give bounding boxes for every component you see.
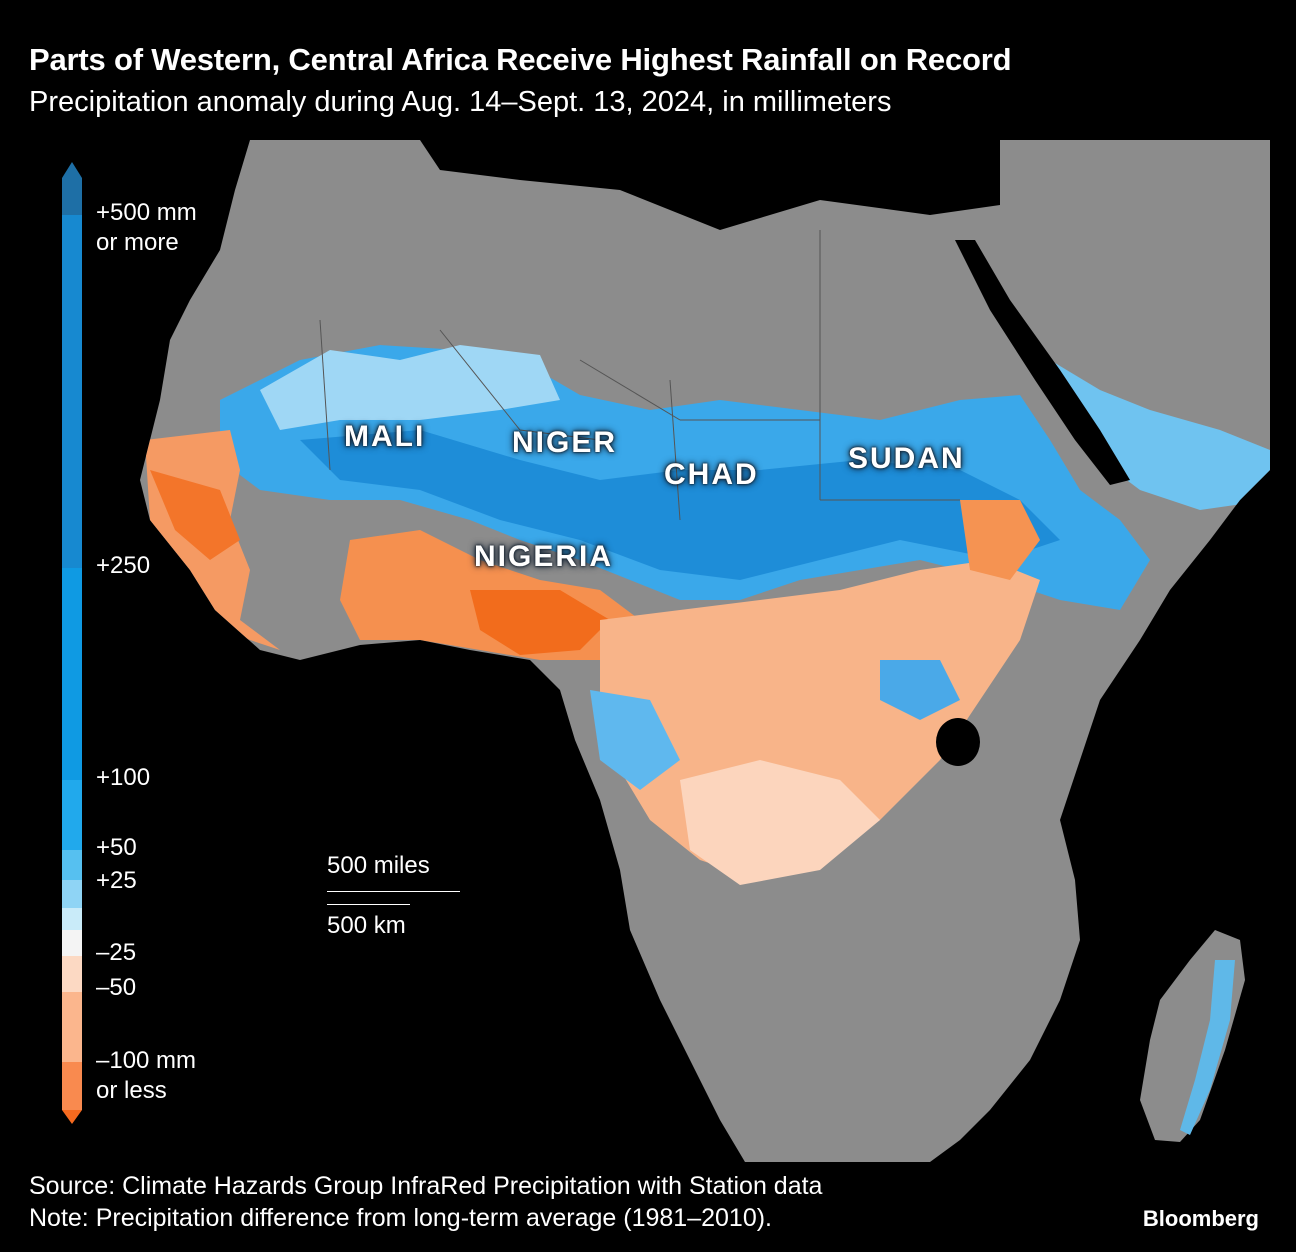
legend-swatch-1	[62, 215, 82, 568]
country-label-sudan: SUDAN	[848, 442, 965, 475]
nigeria-dry-core	[470, 590, 610, 655]
legend-swatch-8	[62, 956, 82, 992]
legend-swatch-9	[62, 992, 82, 1062]
arabia-wet	[1050, 360, 1270, 510]
scale-miles-bar	[327, 891, 460, 892]
legend-label-100: +100	[96, 764, 151, 791]
legend-label-50: +50	[96, 834, 137, 861]
legend-label-500: +500 mm or more	[96, 199, 197, 256]
legend-arrow-top	[62, 162, 82, 178]
scale-km-bar	[327, 904, 410, 905]
sahel-light-wet	[260, 345, 560, 430]
legend-swatch-0	[62, 178, 82, 215]
legend-swatch-7	[62, 930, 82, 956]
country-borders	[319, 230, 960, 521]
red-sea	[955, 240, 1130, 485]
scale-miles-label: 500 miles	[327, 852, 430, 879]
legend-label-minus-100: –100 mm or less	[96, 1047, 197, 1104]
gabon-wet	[590, 690, 680, 790]
legend-swatch-4	[62, 850, 82, 880]
country-label-mali: MALI	[344, 420, 426, 453]
senegal-dry-core	[150, 470, 240, 560]
legend-label-minus-50: –50	[96, 974, 137, 1001]
legend-swatch-3	[62, 780, 82, 850]
legend-swatch-2	[62, 568, 82, 780]
congo-light-dry	[680, 760, 880, 885]
madagascar-wet-coast	[1180, 960, 1235, 1135]
scale-km-label: 500 km	[327, 912, 406, 939]
country-label-chad: CHAD	[664, 458, 759, 491]
legend-color-bar	[62, 162, 82, 1124]
source-note: Source: Climate Hazards Group InfraRed P…	[29, 1172, 823, 1200]
legend-label-25: +25	[96, 867, 137, 894]
country-label-niger: NIGER	[512, 426, 618, 459]
legend-swatch-6	[62, 908, 82, 930]
chart-title: Parts of Western, Central Africa Receive…	[29, 42, 1012, 77]
east-dry-patch	[960, 500, 1040, 580]
legend-label-250: +250	[96, 552, 151, 579]
legend-swatch-10	[62, 1062, 82, 1110]
lake-victoria	[936, 718, 980, 766]
legend-swatch-5	[62, 880, 82, 908]
legend-arrow-bottom	[62, 1110, 82, 1124]
country-label-nigeria: NIGERIA	[474, 540, 614, 573]
bloomberg-logo: Bloomberg	[1142, 1206, 1259, 1231]
mediterranean-sea	[420, 140, 1000, 230]
africa-precipitation-map	[62, 140, 1270, 1162]
uganda-wet	[880, 660, 960, 720]
method-note: Note: Precipitation difference from long…	[29, 1204, 773, 1232]
sahel-core-wet	[300, 430, 1060, 580]
chart-subtitle: Precipitation anomaly during Aug. 14–Sep…	[29, 86, 892, 118]
legend-label-minus-25: –25	[96, 939, 137, 966]
